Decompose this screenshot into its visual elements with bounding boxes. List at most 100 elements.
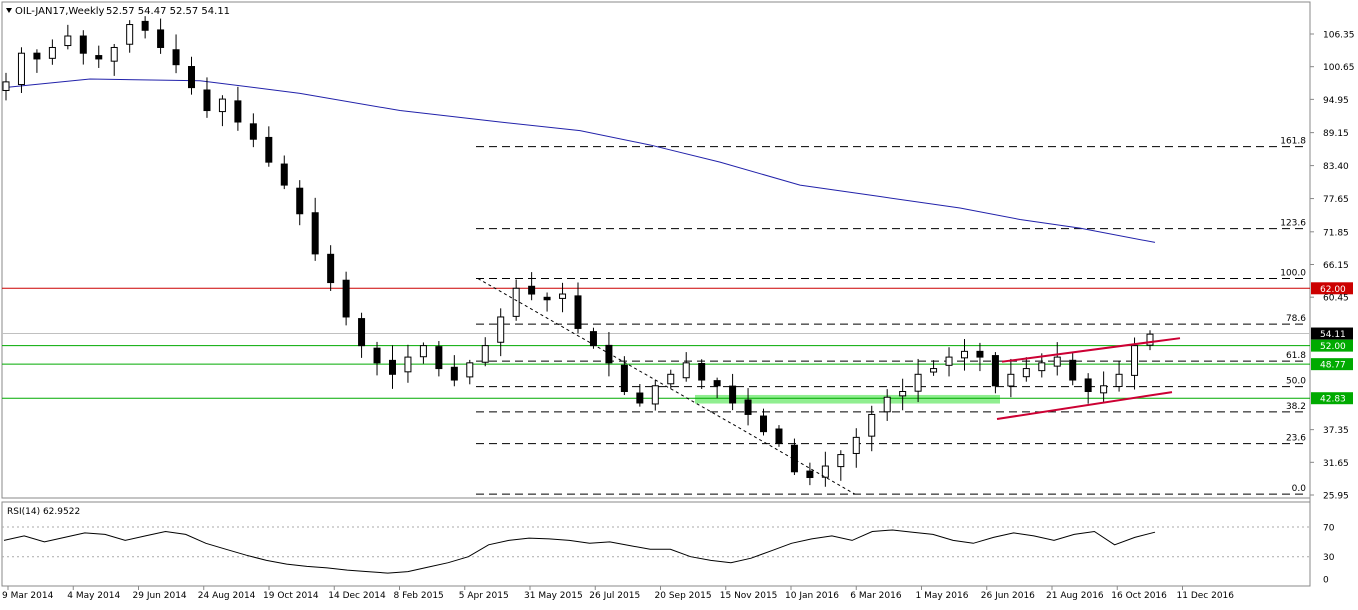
support-zone — [695, 394, 1000, 404]
level-tag-52.00 — [1311, 339, 1353, 352]
candle-bear — [636, 392, 644, 404]
candle-bull — [682, 362, 690, 379]
candle-bull — [930, 368, 938, 373]
candle-bull — [651, 385, 659, 405]
candle-bear — [729, 385, 737, 404]
date-tick-label: 8 Feb 2015 — [394, 591, 444, 601]
candle-bear — [976, 350, 984, 358]
fib-label-161.8: 161.8 — [1280, 137, 1306, 147]
candle-bear — [188, 66, 196, 89]
price-tick-label: 66.15 — [1323, 261, 1349, 271]
candle-bull — [512, 287, 520, 317]
candle-bull — [1146, 333, 1154, 346]
level-label-48.77: 48.77 — [1320, 361, 1346, 371]
candle-bear — [79, 35, 87, 54]
candle-bull — [48, 46, 56, 59]
channel-lower-line — [996, 391, 1173, 421]
candle-bear — [991, 355, 999, 387]
price-tick-label: 37.35 — [1323, 426, 1349, 436]
date-tick-label: 19 Oct 2014 — [263, 591, 319, 601]
candle-bear — [528, 285, 536, 295]
candle-bear — [698, 362, 706, 381]
candle-bear — [589, 331, 597, 347]
level-label-52.00: 52.00 — [1320, 342, 1346, 352]
candle-bear — [775, 428, 783, 444]
candle-bear — [744, 399, 752, 415]
price-tick-label: 25.95 — [1323, 492, 1349, 502]
candle-bear — [435, 346, 443, 370]
current-price-label: 54.11 — [1320, 330, 1346, 340]
candle-bull — [497, 316, 505, 343]
level-tag-62.00 — [1311, 282, 1353, 295]
candle-bull — [2, 81, 10, 91]
candle-bull — [110, 46, 118, 62]
price-tick-label: 31.65 — [1323, 459, 1349, 469]
rsi-tick-label: 30 — [1323, 553, 1335, 563]
candle-bear — [1084, 378, 1092, 393]
fib-label-123.6: 123.6 — [1280, 219, 1306, 229]
candle-bear — [296, 187, 304, 215]
candle-bull — [64, 35, 72, 47]
price-tick-label: 100.65 — [1323, 63, 1355, 73]
candle-bear — [358, 318, 366, 347]
date-tick-label: 5 Apr 2015 — [459, 591, 509, 601]
candle-bear — [141, 20, 149, 31]
candle-bull — [126, 24, 134, 45]
level-tag-48.77 — [1311, 358, 1353, 371]
date-tick-label: 31 May 2015 — [524, 591, 583, 601]
candle-bull — [945, 356, 953, 366]
date-tick-label: 9 Mar 2014 — [2, 591, 54, 601]
symbol-label: OIL-JAN17,Weekly — [15, 6, 105, 17]
price-tick-label: 94.95 — [1323, 96, 1349, 106]
swing-dotted-line — [477, 278, 856, 495]
candle-bear — [605, 344, 613, 364]
price-tick-label: 77.65 — [1323, 195, 1349, 205]
candle-bear — [172, 49, 180, 66]
collapse-triangle-icon[interactable] — [6, 8, 12, 13]
price-tick-label: 60.45 — [1323, 294, 1349, 304]
level-tag-42.83 — [1311, 392, 1353, 405]
ohlc-values: 52.57 54.47 52.57 54.11 — [106, 6, 230, 17]
date-tick-label: 4 May 2014 — [67, 591, 120, 601]
candle-bull — [852, 436, 860, 454]
current-price-tag — [1311, 327, 1353, 340]
candle-bull — [821, 465, 829, 478]
candle-bull — [559, 293, 567, 299]
candle-bear — [373, 347, 381, 364]
price-tick-label: 71.85 — [1323, 228, 1349, 238]
candle-bear — [157, 29, 165, 48]
candle-bear — [203, 89, 211, 112]
candle-bear — [713, 380, 721, 387]
candle-bull — [481, 345, 489, 363]
candle-bull — [960, 350, 968, 359]
date-tick-label: 1 May 2016 — [916, 591, 969, 601]
fib-label-100.0: 100.0 — [1280, 269, 1306, 279]
candle-bear — [327, 253, 335, 284]
candle-bull — [1115, 373, 1123, 387]
date-tick-label: 20 Sep 2015 — [655, 591, 712, 601]
candle-bear — [234, 100, 242, 123]
candle-bull — [1100, 385, 1108, 394]
date-tick-label: 6 Mar 2016 — [850, 591, 902, 601]
date-tick-label: 14 Dec 2014 — [328, 591, 386, 601]
rsi-label: RSI(14) 62.9522 — [7, 507, 80, 517]
candle-bull — [667, 373, 675, 385]
moving-average-line — [3, 78, 1156, 243]
candle-bear — [1069, 359, 1077, 381]
candle-bull — [218, 98, 226, 113]
level-label-42.83: 42.83 — [1320, 395, 1346, 405]
candle-bear — [265, 136, 273, 163]
candle-bull — [899, 391, 907, 397]
candle-bear — [543, 296, 551, 301]
rsi-tick-label: 70 — [1323, 524, 1335, 534]
candle-bear — [33, 52, 41, 60]
candle-bear — [342, 279, 350, 318]
fib-label-50.0: 50.0 — [1286, 377, 1306, 387]
candle-bear — [620, 364, 628, 393]
fib-label-78.6: 78.6 — [1286, 314, 1306, 324]
fib-label-23.6: 23.6 — [1286, 434, 1306, 444]
price-tick-label: 83.40 — [1323, 162, 1349, 172]
